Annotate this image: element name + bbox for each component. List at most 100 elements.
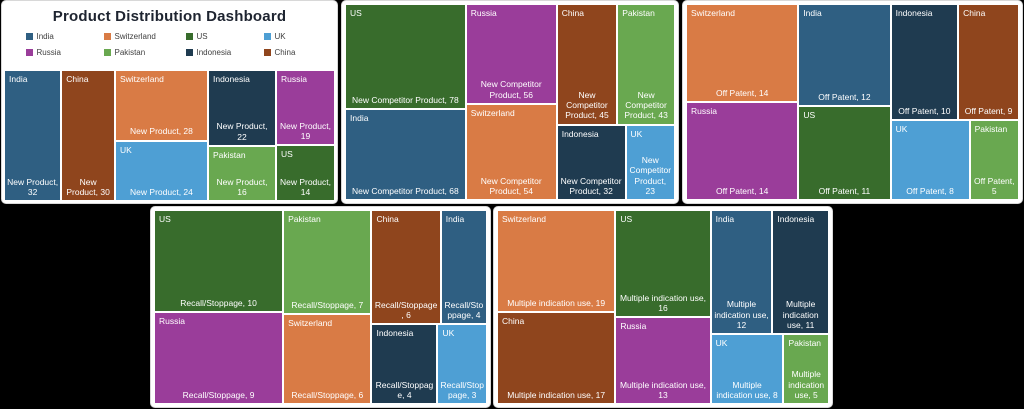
tile-country-label: US	[803, 110, 816, 121]
tile-india[interactable]: India Multiple indication use, 12	[710, 210, 773, 334]
tile-india[interactable]: India Off Patent, 12	[798, 4, 891, 107]
tile-india[interactable]: India Recall/Stoppage, 4	[440, 210, 487, 325]
tile-value-label: Recall/Stoppage, 3	[440, 379, 484, 400]
tile-country-label: India	[803, 8, 822, 18]
tile-country-label: UK	[895, 124, 908, 135]
tile-india[interactable]: India New Competitor Product, 68	[345, 108, 466, 200]
legend-item-india[interactable]: India	[25, 32, 104, 41]
tile-country-label: US	[159, 214, 171, 224]
tile-value-label: Off Patent, 14	[716, 87, 769, 98]
tile-value-label: New Competitor Product, 68	[351, 185, 459, 196]
tile-pakistan[interactable]: Pakistan New Competitor Product, 43	[617, 4, 675, 125]
tile-value-label: Multiple indication use, 16	[619, 292, 706, 313]
tile-russia[interactable]: Russia Recall/Stoppage, 9	[154, 312, 284, 404]
tile-indonesia[interactable]: Indonesia New Product, 22	[207, 70, 276, 146]
tile-russia[interactable]: Russia Multiple indication use, 13	[615, 317, 711, 404]
tile-china[interactable]: China Recall/Stoppage, 6	[371, 210, 441, 325]
tile-switzerland[interactable]: Switzerland New Product, 28	[114, 70, 208, 141]
tile-country-label: Russia	[280, 74, 307, 84]
tile-value-label: Recall/Stoppage, 4	[375, 379, 434, 400]
tile-country-label: Indonesia	[212, 74, 250, 84]
tile-country-label: China	[376, 214, 399, 224]
legend-label: Russia	[36, 48, 61, 57]
tile-value-label: Multiple indication use, 12	[714, 299, 769, 330]
legend-item-pakistan[interactable]: Pakistan	[103, 48, 186, 57]
legend-item-us[interactable]: US	[185, 32, 264, 41]
legend-item-china[interactable]: China	[263, 48, 314, 57]
tile-uk[interactable]: UK Off Patent, 8	[890, 120, 970, 200]
legend-swatch-indonesia	[185, 49, 193, 56]
tile-pakistan[interactable]: Pakistan Off Patent, 5	[969, 120, 1019, 200]
tile-switzerland[interactable]: Switzerland Multiple indication use, 19	[497, 210, 616, 313]
tile-switzerland[interactable]: Switzerland New Competitor Product, 54	[465, 103, 557, 200]
tile-country-label: Russia	[470, 8, 497, 18]
tile-country-label: China	[963, 8, 986, 18]
tile-switzerland[interactable]: Switzerland Recall/Stoppage, 6	[283, 314, 372, 404]
tile-country-label: China	[66, 74, 89, 84]
tile-value-label: Off Patent, 9	[964, 106, 1013, 117]
tile-switzerland[interactable]: Switzerland Off Patent, 14	[686, 4, 799, 102]
tile-value-label: Off Patent, 14	[716, 185, 769, 196]
treemap-card-multiple-indication-use: Switzerland Multiple indication use, 19 Ch…	[493, 206, 833, 408]
legend-swatch-india	[25, 33, 33, 40]
tile-country-label: Switzerland	[691, 8, 735, 18]
tile-indonesia[interactable]: Indonesia New Competitor Product, 32	[556, 124, 626, 200]
legend-label: Switzerland	[114, 32, 156, 41]
legend-item-russia[interactable]: Russia	[25, 48, 104, 57]
tile-china[interactable]: China New Product, 30	[61, 70, 115, 201]
legend-swatch-us	[185, 33, 193, 40]
tile-india[interactable]: India New Product, 32	[4, 70, 62, 201]
tile-russia[interactable]: Russia Off Patent, 14	[686, 102, 799, 200]
tile-pakistan[interactable]: Pakistan New Product, 16	[207, 145, 276, 201]
tile-us[interactable]: US Off Patent, 11	[798, 106, 891, 200]
tile-us[interactable]: US New Competitor Product, 78	[345, 4, 466, 109]
tile-value-label: Recall/Stoppage, 6	[374, 299, 438, 320]
tile-us[interactable]: US New Product, 14	[275, 145, 335, 201]
tile-country-label: Pakistan	[788, 337, 822, 348]
tile-value-label: Recall/Stoppage, 10	[180, 297, 257, 308]
tile-country-label: Russia	[159, 316, 185, 327]
tile-country-label: Pakistan	[288, 214, 321, 224]
tile-pakistan[interactable]: Pakistan Multiple indication use, 5	[783, 333, 829, 404]
tile-indonesia[interactable]: Indonesia Multiple indication use, 11	[772, 210, 829, 334]
tile-country-label: India	[9, 74, 28, 84]
tile-uk[interactable]: UK Recall/Stoppage, 3	[437, 324, 487, 404]
tile-value-label: New Competitor Product, 43	[624, 90, 668, 121]
tile-country-label: Switzerland	[119, 74, 164, 84]
tile-value-label: New Product, 14	[279, 176, 331, 197]
tile-us[interactable]: US Multiple indication use, 16	[615, 210, 711, 318]
tile-country-label: US	[620, 214, 633, 224]
tile-indonesia[interactable]: Indonesia Recall/Stoppage, 4	[371, 324, 438, 404]
legend-item-switzerland[interactable]: Switzerland	[103, 32, 186, 41]
treemap-card-off-patent: Switzerland Off Patent, 14 Russia Off Paten…	[682, 0, 1023, 204]
legend-item-uk[interactable]: UK	[263, 32, 314, 41]
tile-uk[interactable]: UK New Competitor Product, 23	[625, 124, 675, 200]
tile-pakistan[interactable]: Pakistan Recall/Stoppage, 7	[283, 210, 372, 315]
tile-value-label: Recall/Stoppage, 7	[291, 300, 364, 311]
treemap-off-patent: Switzerland Off Patent, 14 Russia Off Paten…	[686, 4, 1019, 200]
tile-country-label: India	[350, 112, 369, 123]
tile-country-label: UK	[119, 144, 132, 155]
tile-china[interactable]: China Multiple indication use, 17	[497, 312, 616, 404]
tile-china[interactable]: China Off Patent, 9	[958, 4, 1019, 121]
tile-russia[interactable]: Russia New Competitor Product, 56	[465, 4, 557, 104]
tile-uk[interactable]: UK New Product, 24	[114, 140, 208, 201]
legend-item-indonesia[interactable]: Indonesia	[185, 48, 264, 57]
tile-uk[interactable]: UK Multiple indication use, 8	[710, 333, 784, 404]
tile-country-label: Indonesia	[777, 214, 815, 224]
tile-value-label: Recall/Stoppage, 6	[291, 389, 364, 400]
legend-swatch-pakistan	[103, 49, 111, 56]
tile-russia[interactable]: Russia New Product, 19	[275, 70, 335, 146]
tile-country-label: Switzerland	[470, 107, 515, 118]
tile-us[interactable]: US Recall/Stoppage, 10	[154, 210, 284, 313]
tile-indonesia[interactable]: Indonesia Off Patent, 10	[890, 4, 959, 121]
tile-china[interactable]: China New Competitor Product, 45	[556, 4, 618, 125]
tile-country-label: China	[502, 316, 525, 327]
legend-swatch-china	[263, 49, 271, 56]
tile-country-label: China	[561, 8, 584, 18]
tile-value-label: Multiple indication use, 19	[507, 298, 606, 309]
tile-value-label: Off Patent, 11	[818, 185, 871, 196]
legend-label: India	[36, 32, 54, 41]
legend-label: US	[196, 32, 208, 41]
tile-country-label: Switzerland	[502, 214, 546, 224]
